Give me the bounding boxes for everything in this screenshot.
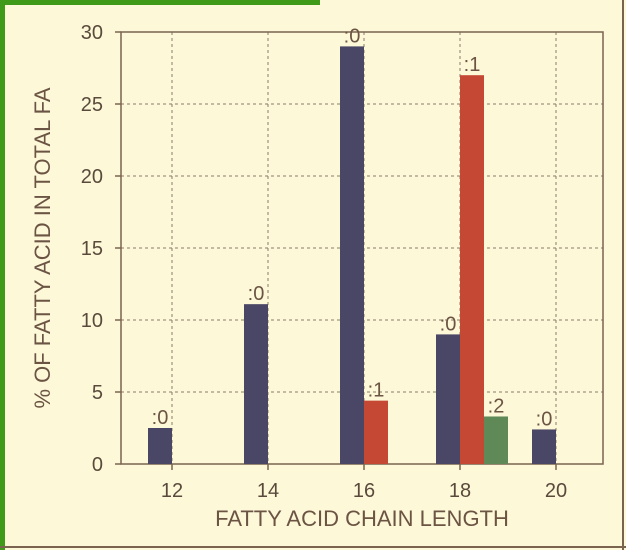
y-tick-label: 25 — [81, 94, 103, 116]
x-tick-label: 12 — [161, 480, 183, 502]
bar-label: :0 — [440, 313, 457, 335]
bar-label: :0 — [248, 283, 265, 305]
y-tick-label: 30 — [81, 22, 103, 44]
bar-label: :2 — [488, 395, 505, 417]
bar — [148, 428, 172, 464]
x-axis-title: FATTY ACID CHAIN LENGTH — [215, 506, 509, 531]
y-tick-label: 15 — [81, 238, 103, 260]
y-tick-label: 5 — [92, 382, 103, 404]
frame-accent-top — [0, 0, 320, 5]
bar — [532, 429, 556, 464]
x-axis-ticks: 12 14 16 18 20 — [161, 464, 567, 502]
bar-label: :1 — [368, 380, 385, 402]
bar-label: :1 — [464, 54, 481, 76]
y-axis-ticks: 0 5 10 15 20 25 30 — [81, 22, 121, 476]
bar-group: :0 :0 :0 :1 :0 :1 :2 :0 — [148, 25, 556, 465]
x-tick-label: 20 — [545, 480, 567, 502]
bar — [364, 400, 388, 464]
x-tick-label: 14 — [257, 480, 279, 502]
y-axis-title: % OF FATTY ACID IN TOTAL FA — [30, 87, 55, 408]
frame-edge-right — [622, 0, 624, 550]
bar — [484, 416, 508, 464]
x-tick-label: 16 — [353, 480, 375, 502]
frame-edge-bottom — [0, 546, 626, 548]
y-tick-label: 0 — [92, 454, 103, 476]
frame-accent-left — [0, 0, 5, 550]
bar-label: :0 — [344, 25, 361, 47]
bar — [244, 304, 268, 464]
bar-label: :0 — [536, 408, 553, 430]
y-tick-label: 20 — [81, 166, 103, 188]
bar-label: :0 — [152, 407, 169, 429]
bar — [436, 334, 460, 464]
x-tick-label: 18 — [449, 480, 471, 502]
bar — [460, 75, 484, 464]
y-tick-label: 10 — [81, 310, 103, 332]
bar — [340, 46, 364, 465]
